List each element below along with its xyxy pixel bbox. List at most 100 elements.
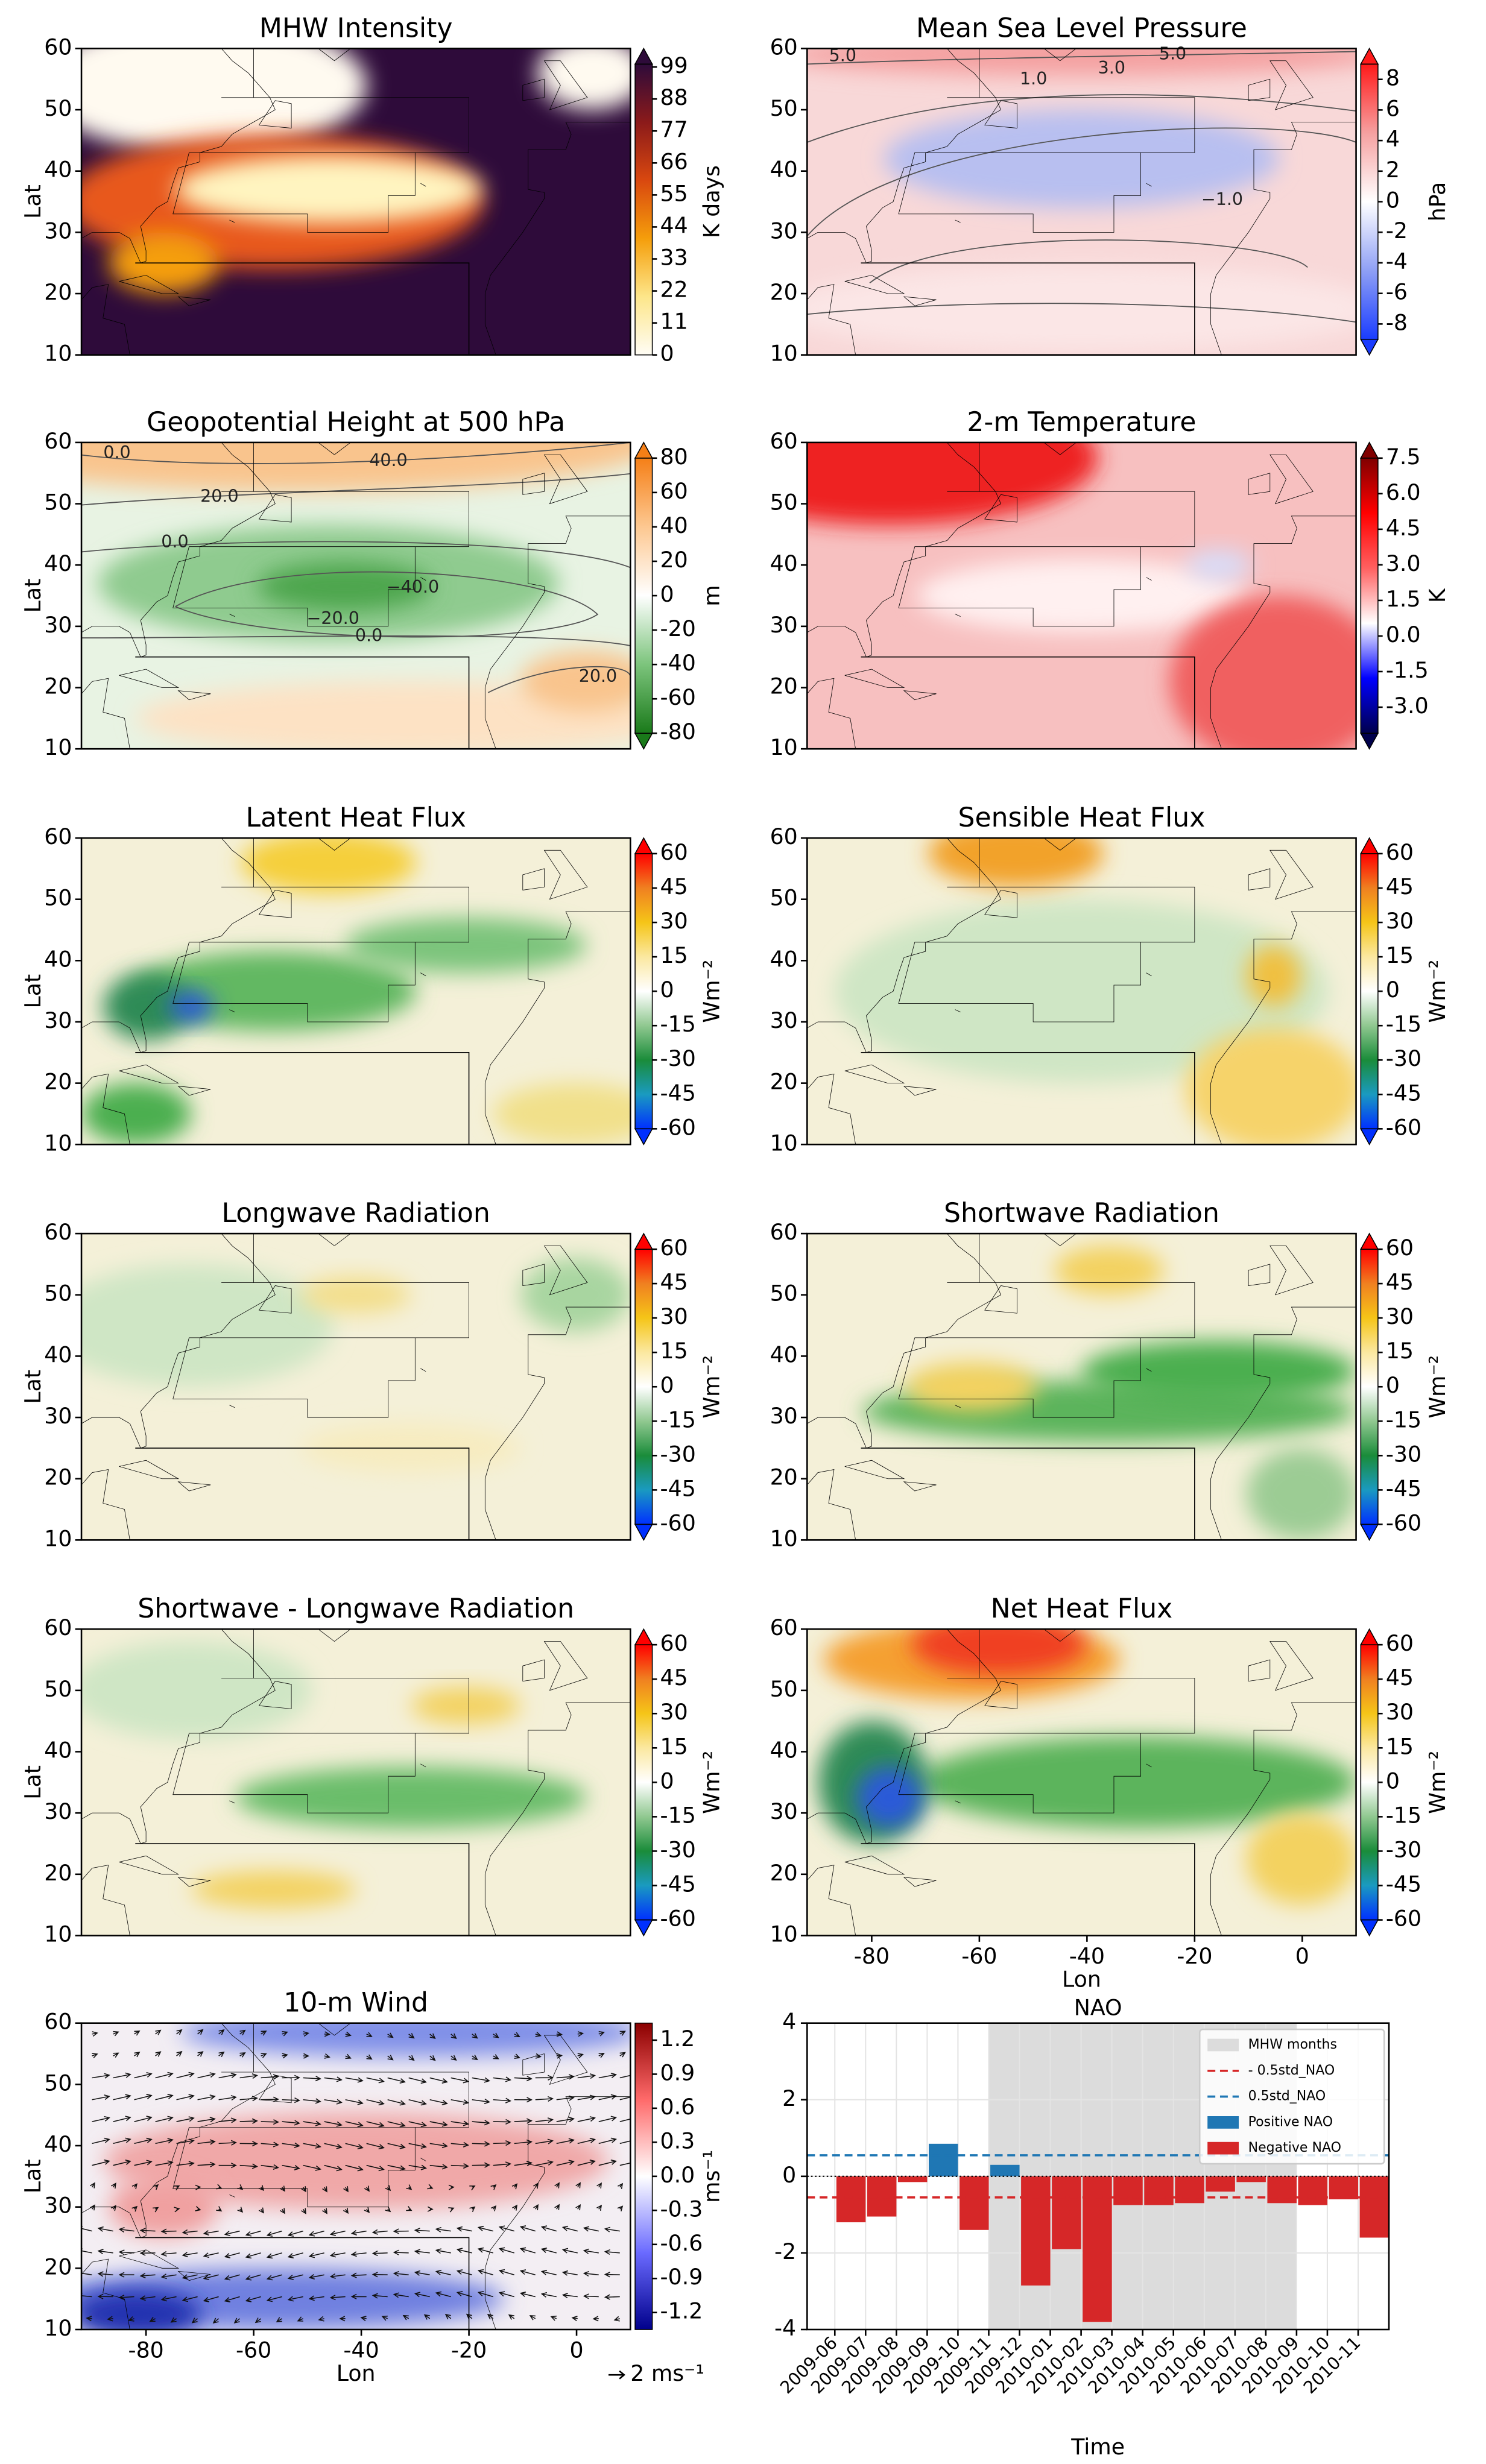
wind-arrow — [372, 2229, 388, 2235]
colorbar-tick-label: 8 — [1386, 65, 1400, 91]
colorbar-tick-label: -3.0 — [1386, 693, 1429, 719]
map-shading — [1186, 1028, 1356, 1145]
wind-arrow — [322, 2208, 327, 2214]
map-shading — [81, 48, 367, 153]
contour-label: 1.0 — [1020, 69, 1047, 89]
wind-arrow — [477, 2247, 493, 2254]
wind-arrow — [287, 2274, 303, 2280]
wind-arrow — [519, 2225, 536, 2232]
y-tick-label: 2 — [782, 2085, 796, 2111]
colorbar-tick-label: 30 — [1386, 1303, 1414, 1329]
colorbar-tick-label: 15 — [1386, 942, 1414, 968]
colorbar-tick-label: -45 — [660, 1080, 696, 1106]
wind-arrow — [604, 2272, 620, 2278]
wind-arrow — [303, 2164, 321, 2171]
colorbar-tick-label: -4 — [1386, 248, 1408, 274]
wind-arrow — [113, 2116, 131, 2122]
wind-arrow — [282, 2097, 300, 2103]
wind-arrow — [472, 2055, 478, 2061]
contour-line — [869, 239, 1308, 284]
wind-arrow — [366, 2077, 385, 2084]
wind-arrow — [540, 2269, 557, 2275]
wind-arrow — [197, 2029, 204, 2035]
colorbar — [634, 1249, 653, 1525]
wind-arrow — [139, 2250, 156, 2256]
contour-line — [81, 541, 631, 569]
colorbar — [634, 63, 653, 356]
wind-arrow — [387, 2077, 406, 2084]
wind-arrow — [393, 2228, 409, 2234]
y-tick-label: 50 — [44, 1281, 72, 1306]
wind-arrow — [301, 2208, 306, 2214]
map-shading — [1054, 1246, 1164, 1295]
wind-arrow — [583, 2270, 599, 2277]
legend-swatch — [1207, 2141, 1239, 2155]
panel-title: Mean Sea Level Pressure — [916, 13, 1247, 43]
wind-arrow — [493, 2140, 511, 2146]
wind-arrow — [303, 2076, 321, 2082]
wind-arrow — [155, 2160, 174, 2166]
wind-arrow — [414, 2228, 430, 2234]
wind-arrow — [303, 2120, 321, 2126]
wind-arrow — [153, 2184, 159, 2190]
wind-arrow — [514, 2097, 533, 2103]
wind-arrow — [329, 2252, 346, 2258]
colorbar-tick-label: -30 — [660, 1045, 696, 1071]
map-frame — [80, 441, 631, 750]
map-shading — [1246, 1448, 1356, 1540]
colorbar-tick-label: 15 — [660, 1338, 688, 1364]
wind-arrow — [511, 2183, 518, 2190]
y-tick-label: 20 — [770, 673, 798, 699]
wind-arrow — [218, 2072, 237, 2079]
wind-arrow — [134, 2052, 141, 2058]
contour-line — [807, 127, 1356, 237]
wind-arrow — [387, 2164, 406, 2171]
wind-arrow — [134, 2137, 153, 2144]
wind-arrow — [366, 2143, 385, 2150]
map-shading — [136, 681, 631, 749]
wind-arrow — [490, 2205, 497, 2211]
map-frame — [806, 837, 1357, 1145]
y-tick-label: 40 — [44, 550, 72, 576]
colorbar — [634, 2022, 653, 2330]
y-tick-label: 50 — [44, 490, 72, 515]
contour-label: 0.0 — [355, 625, 382, 645]
colorbar-tick-label: 40 — [660, 512, 688, 538]
colorbar-tick-label: 0 — [660, 581, 674, 607]
colorbar-extend-max — [634, 837, 653, 854]
x-tick-label: 0 — [569, 2337, 583, 2363]
y-tick-label: 20 — [44, 1860, 72, 1886]
wind-arrow — [239, 2052, 246, 2058]
colorbar-tick-label: 0 — [1386, 977, 1400, 1003]
colorbar-tick-label: 0.0 — [660, 2162, 695, 2188]
wind-arrow — [385, 2206, 391, 2213]
map-field — [81, 1629, 631, 1936]
map-shading — [1246, 1813, 1356, 1905]
wind-arrow — [598, 2116, 617, 2122]
wind-arrow — [350, 2251, 367, 2257]
wind-arrow — [444, 2313, 452, 2320]
map-frame — [80, 1232, 631, 1541]
contour-line — [81, 473, 631, 506]
wind-arrow — [239, 2073, 258, 2079]
bar — [1144, 2176, 1174, 2205]
x-tick-label: -60 — [236, 2337, 271, 2363]
wind-arrow — [218, 2051, 225, 2057]
wind-arrow — [97, 2249, 113, 2255]
wind-arrow — [408, 2099, 427, 2106]
colorbar-tick-label: -60 — [1386, 1510, 1421, 1536]
panel-title: Latent Heat Flux — [245, 802, 466, 833]
colorbar-tick-label: -0.6 — [660, 2230, 703, 2256]
wind-arrow — [596, 2182, 602, 2189]
wind-arrow — [350, 2229, 367, 2236]
wind-arrow — [339, 2316, 346, 2322]
colorbar-label: Wm⁻² — [699, 960, 725, 1023]
y-axis-label: Lat — [20, 1765, 46, 1800]
wind-arrow — [583, 2226, 599, 2232]
wind-arrow — [329, 2273, 346, 2279]
bar — [1298, 2176, 1327, 2205]
wind-arrow — [197, 2117, 216, 2123]
x-axis-label: Lon — [1062, 1967, 1101, 1993]
colorbar-tick-label: 4 — [1386, 126, 1400, 152]
contour-label: 40.0 — [369, 450, 408, 470]
